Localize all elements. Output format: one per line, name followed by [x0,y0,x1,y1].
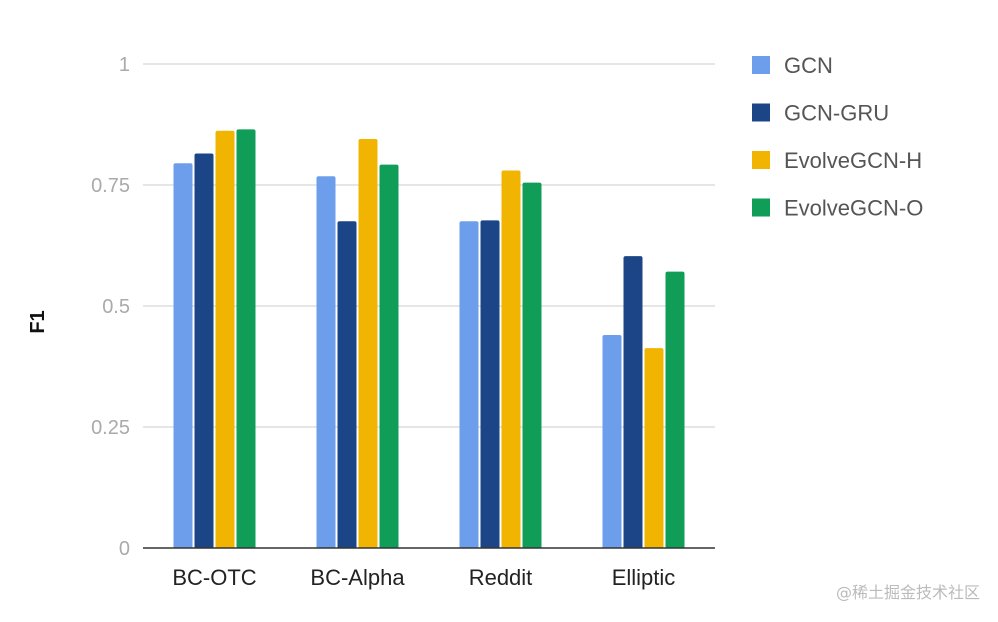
x-axis-labels: BC-OTC BC-Alpha Reddit Elliptic [172,565,675,590]
y-tick-label: 0.25 [91,417,130,439]
bar-evolvegcn-h-elliptic [644,348,664,548]
x-tick-label: Elliptic [612,565,676,590]
legend: GCN GCN-GRU EvolveGCN-H EvolveGCN-O [752,53,923,221]
legend-label: EvolveGCN-H [784,148,922,173]
bar-evolvegcn-o-bc-otc [236,129,256,548]
bar-evolvegcn-h-bc-otc [215,130,235,549]
legend-swatch [752,198,770,217]
y-tick-label: 1 [119,54,130,76]
bar-evolvegcn-o-reddit [522,182,542,548]
bar-gcn-gru-reddit [480,220,500,548]
x-tick-label: BC-OTC [172,565,256,590]
legend-swatch [752,151,770,169]
bar-evolvegcn-h-reddit [501,170,521,549]
y-tick-label: 0 [119,538,130,560]
y-axis-title: F1 [27,310,49,333]
bars [173,129,685,549]
y-axis: 0 0.25 0.5 0.75 1 [91,54,130,560]
x-tick-label: BC-Alpha [310,565,405,590]
legend-swatch [752,56,770,74]
x-tick-label: Reddit [469,565,533,590]
bar-gcn-gru-bc-otc [194,153,214,549]
bar-gcn-bc-alpha [316,176,336,548]
legend-label: GCN-GRU [784,101,889,126]
bar-gcn-bc-otc [173,163,193,548]
bar-evolvegcn-h-bc-alpha [358,139,378,548]
legend-label: EvolveGCN-O [784,196,923,221]
bar-evolvegcn-o-elliptic [665,271,685,548]
bar-gcn-reddit [459,221,479,549]
legend-swatch [752,103,770,122]
legend-label: GCN [784,53,833,78]
bar-gcn-gru-bc-alpha [337,221,357,549]
y-tick-label: 0.75 [91,175,130,197]
bar-gcn-gru-elliptic [623,256,643,548]
y-tick-label: 0.5 [102,296,130,318]
watermark: @稀土掘金技术社区 [836,583,980,602]
bar-gcn-elliptic [602,335,622,548]
bar-evolvegcn-o-bc-alpha [379,164,399,548]
